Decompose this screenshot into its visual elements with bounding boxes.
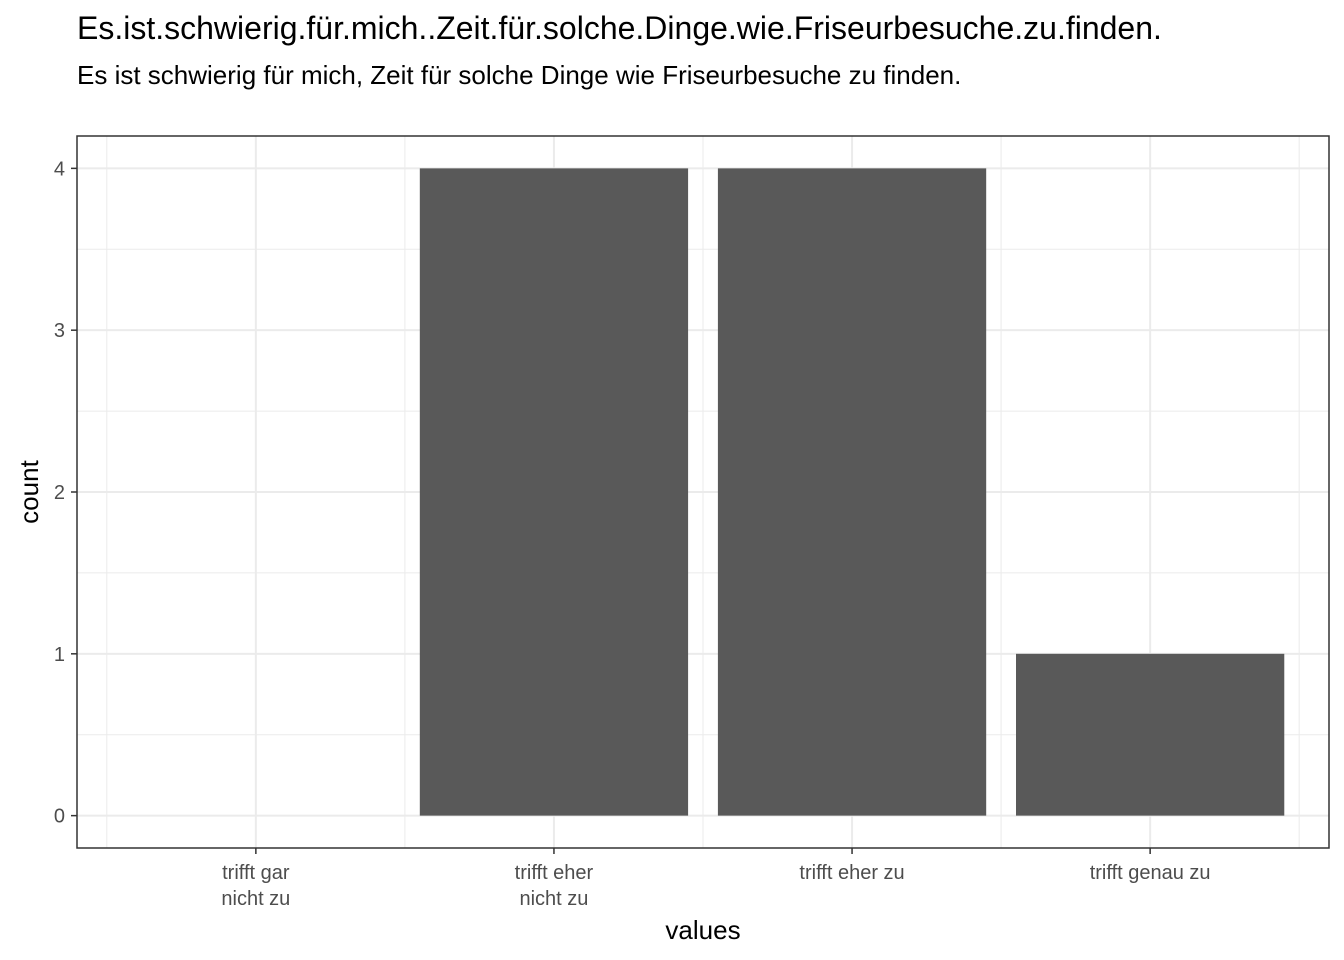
x-tick-label-line: nicht zu (221, 888, 290, 910)
x-tick-label: trifft genau zu (1090, 862, 1211, 884)
chart-title: Es.ist.schwierig.für.mich..Zeit.für.solc… (77, 10, 1162, 46)
y-axis-title: count (14, 459, 44, 523)
bar (1016, 653, 1285, 816)
x-tick-label: trifft eher zu (799, 862, 904, 884)
y-tick-label: 1 (54, 644, 65, 666)
y-tick-label: 0 (54, 806, 65, 828)
x-tick-label: trifft gar nicht zu (221, 862, 290, 910)
bar (419, 168, 689, 816)
x-tick-label: trifft eher nicht zu (515, 862, 594, 910)
y-axis: 0 1 2 3 4 (54, 158, 77, 828)
y-tick-label: 2 (54, 482, 65, 504)
x-tick-label-line: trifft eher zu (799, 862, 904, 884)
chart-subtitle: Es ist schwierig für mich, Zeit für solc… (77, 60, 962, 90)
x-axis-title: values (665, 915, 740, 945)
x-tick-label-line: trifft eher (515, 862, 594, 884)
x-tick-label-line: trifft genau zu (1090, 862, 1211, 884)
bar (717, 168, 987, 816)
x-tick-label-line: nicht zu (519, 888, 588, 910)
bars (419, 168, 1285, 816)
y-tick-label: 3 (54, 320, 65, 342)
x-tick-label-line: trifft gar (222, 862, 290, 884)
y-tick-label: 4 (54, 158, 65, 180)
